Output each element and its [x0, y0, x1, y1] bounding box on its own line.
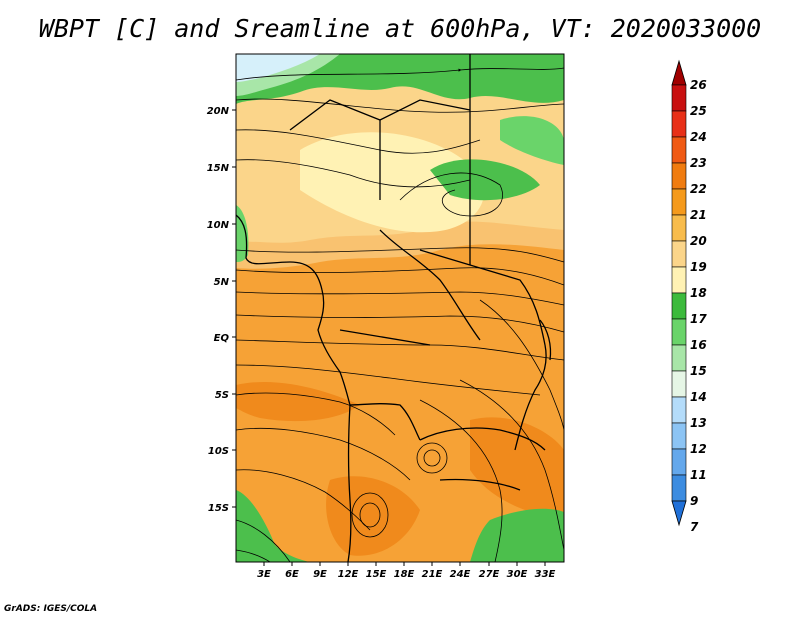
- colorbar-label: 9: [690, 494, 698, 508]
- colorbar-swatch: [671, 318, 687, 346]
- lon-label: 6E: [285, 569, 299, 580]
- lat-label: 5N: [214, 277, 230, 288]
- colorbar-swatch: [671, 188, 687, 216]
- colorbar-swatch: [671, 240, 687, 268]
- colorbar-swatch: [671, 292, 687, 320]
- lon-label: 12E: [338, 569, 359, 580]
- lat-label: 10N: [207, 220, 230, 231]
- credit-label: GrADS: IGES/COLA: [4, 604, 98, 614]
- colorbar-label: 7: [690, 520, 699, 534]
- field-green-sw: [236, 490, 310, 562]
- colorbar-swatch: [671, 396, 687, 424]
- field-dark-east: [470, 417, 564, 520]
- colorbar-label: 14: [690, 390, 707, 404]
- lon-label: 18E: [394, 569, 415, 580]
- colorbar-swatch: [671, 214, 687, 242]
- colorbar-label: 15: [690, 364, 707, 378]
- colorbar-swatch: [671, 110, 687, 138]
- colorbar-bottom-arrow: [671, 500, 687, 527]
- colorbar-label: 22: [690, 182, 707, 196]
- colorbar-label: 18: [690, 286, 707, 300]
- colorbar-label: 24: [690, 130, 707, 144]
- colorbar-label: 13: [690, 416, 707, 430]
- field-cool-core: [300, 132, 485, 233]
- colorbar-swatch: [671, 448, 687, 476]
- field-green-west: [236, 205, 249, 262]
- longitude-axis: 3E 6E 9E 12E 15E 18E 21E 24E 27E 30E 33E: [257, 562, 556, 580]
- latitude-axis: 20N 15N 10N 5N EQ 5S 10S 15S: [207, 106, 236, 514]
- colorbar-swatch: [671, 136, 687, 164]
- lon-label: 15E: [366, 569, 387, 580]
- chart-title: WBPT [C] and Sreamline at 600hPa, VT: 20…: [38, 14, 762, 43]
- colorbar-swatch: [671, 474, 687, 502]
- lon-label: 33E: [535, 569, 556, 580]
- field-green-se: [470, 508, 564, 562]
- colorbar-label: 11: [690, 468, 707, 482]
- colorbar: 26 25 24 23 22 21 20 19 18 17 16 15 14 13 12 11 9 7: [671, 59, 707, 534]
- colorbar-top-arrow: [671, 59, 687, 86]
- colorbar-swatch: [671, 162, 687, 190]
- colorbar-swatch: [671, 344, 687, 372]
- colorbar-label: 25: [690, 104, 707, 118]
- lon-label: 3E: [257, 569, 271, 580]
- lat-label: 15N: [207, 163, 230, 174]
- colorbar-swatch: [671, 370, 687, 398]
- lon-label: 24E: [450, 569, 471, 580]
- colorbar-label: 21: [690, 208, 707, 222]
- lat-label: 15S: [208, 503, 229, 514]
- borders: [236, 54, 552, 562]
- field-dark-band: [236, 381, 360, 422]
- colorbar-label: 19: [690, 260, 707, 274]
- colorbar-swatch: [671, 84, 687, 112]
- field-green-east: [500, 116, 564, 165]
- lat-label: 20N: [207, 106, 230, 117]
- lat-label: 5S: [215, 390, 229, 401]
- colorbar-swatch: [671, 266, 687, 294]
- map-frame: [235, 53, 565, 563]
- colorbar-label: 12: [690, 442, 707, 456]
- lon-label: 9E: [313, 569, 327, 580]
- lon-label: 21E: [422, 569, 443, 580]
- streamlines: [236, 67, 564, 562]
- colorbar-label: 20: [690, 234, 707, 248]
- lon-label: 27E: [479, 569, 500, 580]
- lat-label: 10S: [208, 446, 229, 457]
- lon-label: 30E: [507, 569, 528, 580]
- map-area: [236, 54, 564, 562]
- colorbar-label: 16: [690, 338, 707, 352]
- colorbar-label: 17: [690, 312, 707, 326]
- field-pale-blue: [236, 54, 320, 82]
- colorbar-swatch: [671, 422, 687, 450]
- field-green-patch: [430, 159, 540, 201]
- lat-label: EQ: [214, 333, 230, 344]
- colorbar-label: 26: [690, 78, 707, 92]
- colorbar-label: 23: [690, 156, 707, 170]
